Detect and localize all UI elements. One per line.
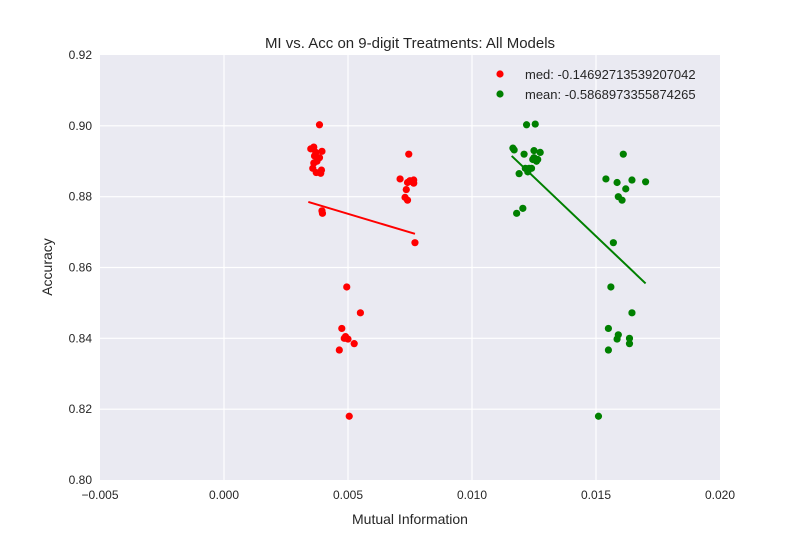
scatter-point <box>410 179 418 187</box>
scatter-point <box>519 204 527 212</box>
y-tick-label: 0.82 <box>69 402 93 416</box>
y-tick-label: 0.86 <box>69 261 93 275</box>
scatter-point <box>318 209 327 217</box>
scatter-point <box>510 146 518 154</box>
scatter-point <box>315 121 324 129</box>
scatter-point <box>515 170 523 178</box>
scatter-point <box>405 150 413 158</box>
scatter-point <box>338 324 346 333</box>
scatter-point <box>520 150 528 158</box>
scatter-point <box>350 340 358 348</box>
scatter-point <box>536 148 544 156</box>
x-tick-label: 0.010 <box>457 488 487 502</box>
scatter-point <box>345 412 353 420</box>
scatter-point <box>628 309 636 317</box>
y-axis-label: Accuracy <box>39 238 55 296</box>
scatter-point <box>317 166 326 174</box>
data-marks <box>307 120 650 420</box>
scatter-point <box>529 155 537 164</box>
scatter-point <box>609 239 617 247</box>
scatter-point <box>335 346 343 354</box>
x-tick-label: 0.005 <box>333 488 363 502</box>
scatter-point <box>642 178 650 186</box>
y-tick-label: 0.80 <box>69 473 93 487</box>
scatter-point <box>625 334 634 342</box>
scatter-point <box>522 121 531 129</box>
x-tick-label: 0.020 <box>705 488 735 502</box>
chart-title: MI vs. Acc on 9-digit Treatments: All Mo… <box>265 35 555 52</box>
scatter-point <box>344 335 352 343</box>
scatter-point <box>628 176 636 184</box>
x-tick-label: 0.015 <box>581 488 611 502</box>
legend-entry: med: -0.14692713539207042 <box>525 67 696 82</box>
y-tick-label: 0.90 <box>69 119 93 133</box>
scatter-point <box>625 340 634 348</box>
scatter-point <box>607 283 615 291</box>
legend-entry: mean: -0.5868973355874265 <box>525 87 696 102</box>
legend-marker <box>496 90 504 98</box>
legend-marker <box>496 70 504 78</box>
scatter-point <box>619 150 627 158</box>
trend-line <box>510 155 647 285</box>
scatter-point <box>402 185 410 194</box>
trend-line <box>308 201 416 235</box>
scatter-point <box>594 412 603 420</box>
scatter-point <box>411 239 419 247</box>
scatter-point <box>602 175 610 183</box>
tick-labels: −0.005 0.000 0.005 0.010 0.015 0.020 0.80 0.82 0… <box>69 48 736 502</box>
x-tick-label: −0.005 <box>81 488 118 502</box>
scatter-point <box>318 147 326 155</box>
x-axis-label: Mutual Information <box>352 511 468 527</box>
scatter-point <box>403 196 412 204</box>
scatter-point <box>613 335 621 343</box>
scatter-point <box>604 324 613 333</box>
y-tick-label: 0.88 <box>69 190 93 204</box>
scatter-point <box>531 120 539 128</box>
scatter-point <box>396 175 404 183</box>
x-tick-label: 0.000 <box>209 488 239 502</box>
scatter-point <box>356 309 364 317</box>
scatter-point <box>622 185 630 193</box>
scatter-point <box>343 283 351 291</box>
y-tick-label: 0.84 <box>69 331 93 345</box>
scatter-point <box>618 196 626 204</box>
scatter-point <box>530 147 538 155</box>
scatter-point <box>604 346 613 354</box>
scatter-point <box>310 159 318 167</box>
y-tick-label: 0.92 <box>69 48 93 62</box>
scatter-point <box>513 209 521 217</box>
scatter-point <box>613 178 621 187</box>
legend: med: -0.14692713539207042 mean: -0.586897… <box>496 67 696 102</box>
